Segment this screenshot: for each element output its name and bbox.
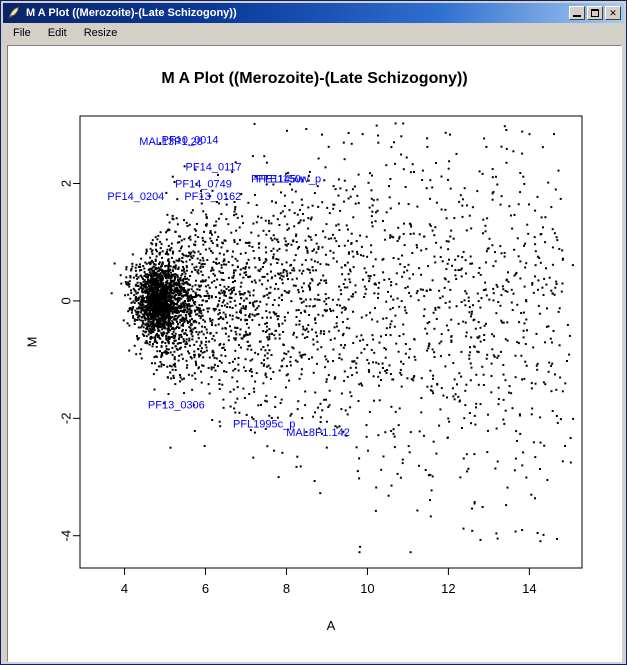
gene-label-3: PFE1150w_p: [256, 173, 321, 185]
gene-label-4: PFE1145w: [251, 173, 304, 185]
scatter-points-layer: [110, 122, 575, 554]
x-tick-label: 6: [202, 581, 209, 596]
y-tick-label: -2: [59, 413, 74, 425]
gene-label-6: PF14_0204: [107, 191, 164, 203]
menu-item-edit[interactable]: Edit: [47, 27, 67, 39]
gene-label-0: MAL13P1.28: [139, 136, 203, 148]
y-tick-label: -4: [59, 530, 74, 542]
gene-label-2: PF14_0117: [186, 162, 242, 174]
menu-item-file[interactable]: File: [13, 27, 31, 39]
x-tick-label: 12: [441, 581, 455, 596]
y-axis-title: M: [25, 337, 40, 348]
plot-frame: [79, 115, 583, 569]
plot-axes-layer: 4 6 8 10 12 14 A 2 0 -2 -4 M: [25, 115, 583, 633]
feather-quill-icon: [6, 5, 22, 21]
x-tick-label: 4: [121, 581, 128, 596]
plot-title: M A Plot ((Merozoite)-(Late Schizogony)): [161, 70, 468, 87]
menu-item-resize[interactable]: Resize: [83, 27, 118, 39]
gene-labels-layer: MAL13P1.28PF10_0014PF14_0117PFE1150w_pPF…: [107, 135, 349, 439]
x-tick-label: 8: [283, 581, 290, 596]
gene-label-5: PF14_0749: [175, 179, 232, 191]
maximize-button[interactable]: [587, 6, 603, 20]
menu-bar: File Edit Resize: [3, 23, 624, 43]
gene-label-1: PF10_0014: [162, 135, 219, 147]
x-tick-label: 10: [360, 581, 374, 596]
title-bar: M A Plot ((Merozoite)-(Late Schizogony))…: [3, 3, 624, 23]
gene-label-7: PF13_0162: [184, 191, 241, 203]
y-tick-label: 2: [59, 180, 74, 187]
x-axis-title: A: [327, 618, 336, 633]
gene-label-9: PFL1995c_p: [233, 419, 295, 431]
close-button[interactable]: ✕: [605, 6, 621, 20]
plot-client-area: M A Plot ((Merozoite)-(Late Schizogony))…: [7, 45, 622, 662]
x-tick-label: 14: [522, 581, 536, 596]
window-controls: ✕: [569, 6, 621, 20]
y-tick-label: 0: [59, 297, 74, 304]
gene-label-8: PF13_0306: [148, 399, 205, 411]
close-icon: ✕: [609, 7, 617, 18]
gene-label-10: MAL8P1.142: [286, 427, 350, 439]
minimize-button[interactable]: [569, 6, 585, 20]
window-title: M A Plot ((Merozoite)-(Late Schizogony)): [26, 7, 237, 19]
